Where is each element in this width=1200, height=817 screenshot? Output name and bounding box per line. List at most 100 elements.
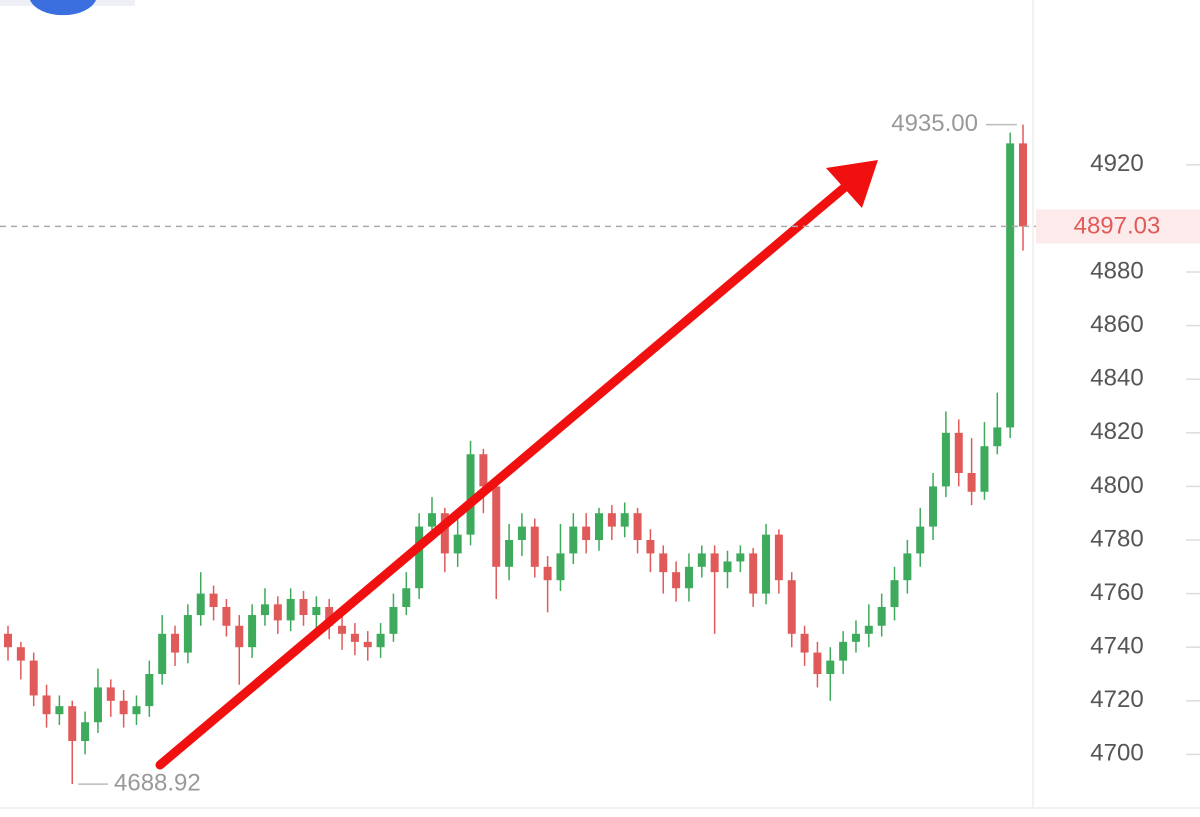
candle-body: [171, 633, 180, 653]
trend-arrow: [155, 160, 878, 770]
candle-body: [273, 604, 282, 621]
top-icon[interactable]: [30, 0, 96, 16]
candle-body: [222, 607, 231, 626]
candle-body: [132, 706, 141, 715]
y-tick-label: 4760: [1090, 579, 1143, 606]
candle-body: [466, 454, 475, 535]
candle-body: [941, 432, 950, 487]
candle-body: [813, 652, 822, 675]
candle-body: [646, 540, 655, 554]
candle-body: [248, 615, 257, 648]
candle-body: [68, 706, 77, 742]
overlay: 4897.03 4935.00 4688.92: [0, 110, 1200, 796]
candle-body: [929, 486, 938, 527]
candle-body: [993, 427, 1002, 447]
candle-body: [479, 454, 488, 487]
candle-body: [736, 553, 745, 562]
candle-body: [633, 513, 642, 541]
candle-body: [762, 534, 771, 594]
candle-body: [16, 647, 25, 661]
candle-body: [4, 633, 12, 648]
candle-body: [620, 513, 629, 527]
candle-body: [209, 593, 218, 608]
y-tick-label: 4780: [1090, 525, 1143, 552]
candle-body: [350, 633, 359, 642]
candle-body: [338, 625, 347, 634]
candles: [4, 124, 1027, 785]
candle-body: [235, 625, 244, 648]
candle-body: [119, 700, 128, 715]
candle-body: [1019, 143, 1027, 227]
candle-body: [890, 580, 899, 608]
candle-body: [505, 540, 514, 567]
y-tick-label: 4820: [1090, 418, 1143, 445]
candle-body: [595, 513, 604, 541]
candle-body: [954, 432, 963, 474]
candle-body: [427, 513, 436, 527]
candle-body: [106, 687, 115, 701]
candle-body: [980, 446, 989, 492]
candle-body: [453, 534, 462, 554]
candle-body: [312, 607, 321, 616]
candle-body: [774, 534, 783, 581]
candle-body: [29, 660, 38, 696]
candle-body: [389, 607, 398, 634]
candle-body: [183, 615, 192, 653]
y-tick-label: 4740: [1090, 633, 1143, 660]
candle-body: [492, 486, 501, 567]
candle-body: [1006, 143, 1015, 428]
candle-body: [839, 641, 848, 661]
candle-body: [543, 566, 552, 581]
candle-body: [684, 566, 693, 589]
candle-body: [440, 513, 449, 554]
candle-body: [787, 580, 796, 634]
candle-body: [710, 553, 719, 573]
candle-body: [697, 553, 706, 567]
candle-body: [158, 633, 167, 675]
candle-body: [582, 526, 591, 541]
y-tick-label: 4880: [1090, 257, 1143, 284]
candle-body: [93, 687, 102, 723]
candle-body: [826, 660, 835, 675]
y-tick-label: 4800: [1090, 472, 1143, 499]
candle-body: [556, 553, 565, 581]
candle-body: [864, 625, 873, 634]
arrow-shaft: [155, 182, 850, 770]
last-price-label: 4897.03: [1074, 213, 1161, 240]
candle-body: [877, 607, 886, 626]
candle-body: [800, 633, 809, 653]
candle-body: [530, 526, 539, 567]
candle-body: [402, 588, 411, 608]
y-tick-label: 4720: [1090, 686, 1143, 713]
candle-body: [659, 553, 668, 573]
candle-body: [260, 604, 269, 616]
candle-body: [517, 526, 526, 541]
y-tick-label: 4920: [1090, 150, 1143, 177]
arrow-head: [826, 160, 878, 208]
last-price-box: [1036, 209, 1200, 244]
candle-body: [569, 526, 578, 554]
y-tick-label: 4700: [1090, 740, 1143, 767]
candle-body: [196, 593, 205, 616]
candle-body: [415, 526, 424, 589]
candle-body: [851, 633, 860, 642]
candle-body: [299, 598, 308, 616]
candle-body: [672, 572, 681, 589]
candle-body: [723, 561, 732, 573]
candle-body: [376, 633, 385, 648]
candle-body: [749, 553, 758, 594]
candle-body: [81, 722, 90, 742]
candle-body: [55, 706, 64, 715]
candle-body: [967, 473, 976, 492]
candle-body: [903, 553, 912, 581]
candle-body: [363, 641, 372, 648]
candle-body: [145, 674, 154, 707]
high-label: 4935.00: [891, 110, 978, 137]
y-tick-label: 4840: [1090, 365, 1143, 392]
candle-body: [286, 598, 295, 621]
candle-body: [916, 526, 925, 554]
y-tick-label: 4860: [1090, 311, 1143, 338]
